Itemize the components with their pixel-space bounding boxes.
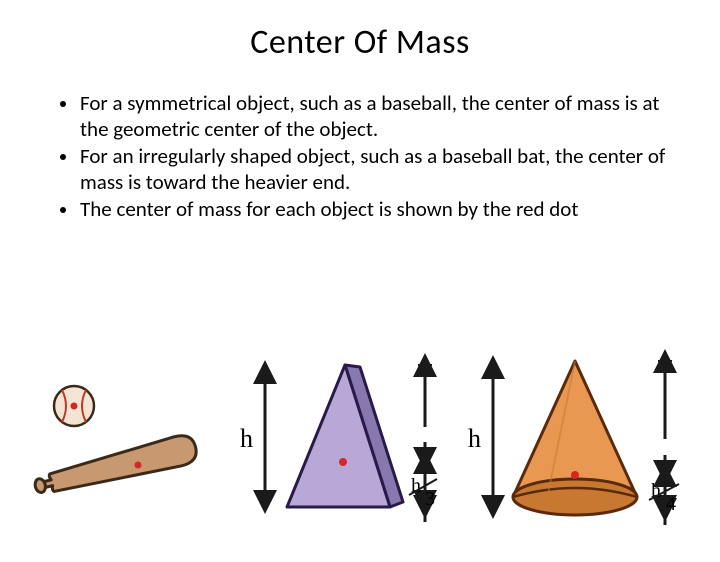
page-title: Center Of Mass <box>0 22 720 63</box>
height-label-cone: h <box>468 424 481 453</box>
bullet-text: For a symmetrical object, such as a base… <box>80 91 680 142</box>
svg-text:3: 3 <box>425 488 435 510</box>
bullet-dot-icon <box>60 154 66 160</box>
bullet-dot-icon <box>60 207 66 213</box>
svg-text:4: 4 <box>666 493 676 515</box>
height-label: h <box>240 424 253 453</box>
figures-panel: h h 3 h <box>0 342 720 552</box>
bat-icon <box>20 422 210 512</box>
triangle-figure: h h 3 <box>225 347 455 527</box>
cone-figure: h h 4 <box>455 347 705 532</box>
bullet-text: For an irregularly shaped object, such a… <box>80 144 680 195</box>
list-item: For an irregularly shaped object, such a… <box>60 144 680 195</box>
bullet-list: For a symmetrical object, such as a base… <box>60 91 680 223</box>
bullet-dot-icon <box>60 101 66 107</box>
list-item: For a symmetrical object, such as a base… <box>60 91 680 142</box>
list-item: The center of mass for each object is sh… <box>60 197 680 223</box>
bullet-text: The center of mass for each object is sh… <box>80 197 680 223</box>
